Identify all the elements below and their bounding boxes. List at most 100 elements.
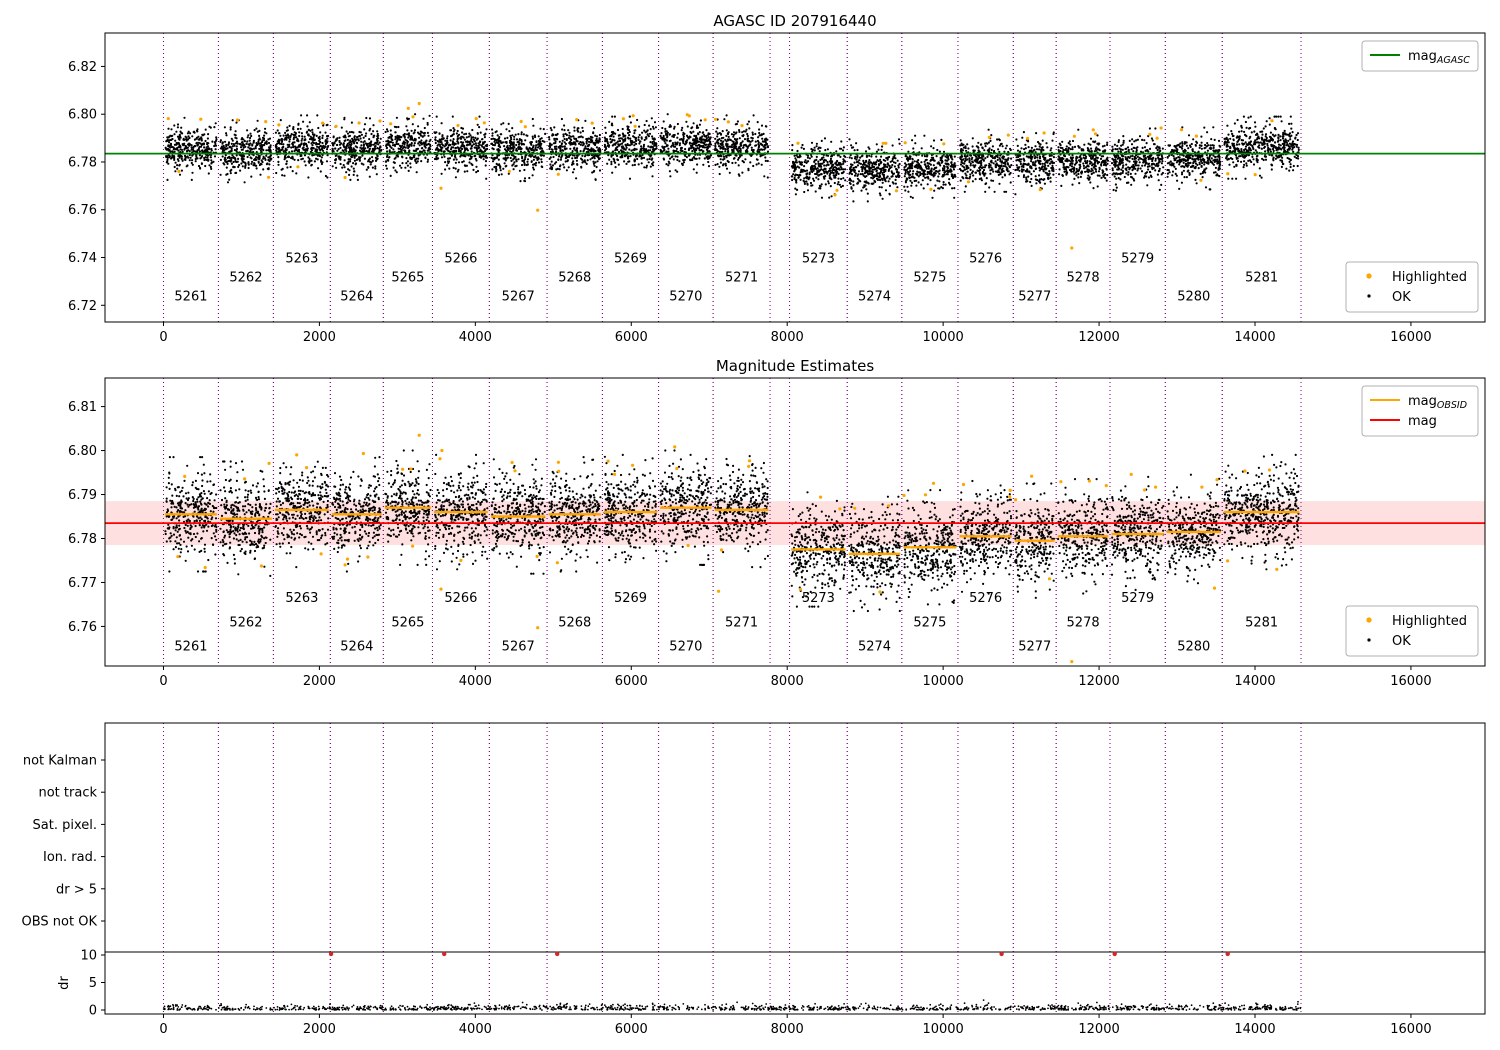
y-tick-label: 6.79 (68, 488, 97, 503)
obsid-label: 5275 (913, 615, 946, 630)
legend-box (1345, 605, 1479, 657)
obsid-label: 5278 (1067, 615, 1100, 630)
panel1-title: AGASC ID 207916440 (713, 12, 877, 30)
x-tick-label: 14000 (1234, 674, 1275, 689)
legend-marker (1366, 617, 1372, 623)
x-tick-label: 2000 (303, 330, 336, 345)
obsid-label: 5270 (669, 640, 702, 655)
x-tick-label: 16000 (1390, 674, 1431, 689)
legend-box (1345, 261, 1479, 313)
y-tick-label: 6.76 (68, 620, 97, 635)
legend-box (1361, 385, 1479, 437)
x-tick-label: 4000 (459, 1022, 492, 1037)
x-tick-label: 12000 (1078, 1022, 1119, 1037)
flag-row-label: OBS not OK (22, 915, 98, 930)
legend-label: mag (1408, 414, 1437, 429)
y-tick-label: 6.76 (68, 203, 97, 218)
x-tick-label: 10000 (922, 330, 963, 345)
y-tick-label: 6.80 (68, 108, 97, 123)
ok-points (164, 113, 1300, 203)
y-tick-label: 6.78 (68, 155, 97, 170)
x-tick-label: 16000 (1390, 330, 1431, 345)
legend-marker (1366, 273, 1372, 279)
obsid-label: 5280 (1177, 290, 1210, 305)
x-tick-label: 0 (159, 330, 167, 345)
obsid-label: 5262 (229, 615, 262, 630)
obsid-label: 5263 (285, 251, 318, 266)
y-tick-label: 6.74 (68, 251, 97, 266)
flag-row-label: not Kalman (23, 754, 97, 769)
dr-tick-label: 5 (89, 976, 97, 991)
panel2-title: Magnitude Estimates (715, 357, 875, 375)
obsid-label: 5271 (725, 615, 758, 630)
obsid-label: 5266 (444, 591, 477, 606)
obsid-label: 5275 (913, 270, 946, 285)
x-tick-label: 4000 (459, 330, 492, 345)
legend-marker (1367, 294, 1371, 298)
obsid-label: 5267 (502, 290, 535, 305)
x-tick-label: 8000 (771, 330, 804, 345)
obsid-label: 5279 (1121, 251, 1154, 266)
flag-row-label: Ion. rad. (43, 850, 97, 865)
obsid-label: 5276 (969, 251, 1002, 266)
obsid-label: 5266 (444, 251, 477, 266)
y-tick-label: 6.82 (68, 60, 97, 75)
legend-box (1361, 40, 1479, 72)
dr-axis-label: dr (57, 976, 72, 990)
obsid-label: 5276 (969, 591, 1002, 606)
obsid-label: 5277 (1018, 640, 1051, 655)
obsid-label: 5277 (1018, 290, 1051, 305)
x-tick-label: 8000 (771, 1022, 804, 1037)
obsid-label: 5262 (229, 270, 262, 285)
dr-points (162, 999, 1302, 1011)
obsid-label: 5273 (802, 591, 835, 606)
x-tick-label: 10000 (922, 1022, 963, 1037)
obsid-label: 5264 (340, 640, 373, 655)
axes-spine (104, 32, 1486, 323)
obsid-label: 5274 (858, 290, 891, 305)
obsid-label: 5278 (1067, 270, 1100, 285)
obsid-label: 5280 (1177, 640, 1210, 655)
x-tick-label: 2000 (303, 674, 336, 689)
axes-spine (104, 377, 1486, 667)
flag-row-label: Sat. pixel. (33, 818, 97, 833)
obsid-label: 5269 (614, 251, 647, 266)
obsid-label: 5274 (858, 640, 891, 655)
dr-tick-label: 0 (89, 1004, 97, 1019)
legend-marker (1367, 638, 1371, 642)
x-tick-label: 12000 (1078, 674, 1119, 689)
obsid-label: 5281 (1245, 270, 1278, 285)
x-tick-label: 14000 (1234, 1022, 1275, 1037)
flag-row-label: not track (38, 786, 97, 801)
x-tick-label: 2000 (303, 1022, 336, 1037)
legend-label: Highlighted (1392, 270, 1467, 285)
y-tick-label: 6.80 (68, 444, 97, 459)
x-tick-label: 6000 (615, 1022, 648, 1037)
obsid-label: 5261 (174, 640, 207, 655)
y-tick-label: 6.77 (68, 576, 97, 591)
legend-label: magAGASC (1408, 49, 1470, 66)
y-tick-label: 6.78 (68, 532, 97, 547)
legend-label: OK (1392, 290, 1411, 305)
obsid-label: 5265 (391, 270, 424, 285)
obsid-label: 5270 (669, 290, 702, 305)
y-tick-label: 6.72 (68, 299, 97, 314)
x-tick-label: 6000 (615, 330, 648, 345)
legend-label: Highlighted (1392, 614, 1467, 629)
obsid-label: 5267 (502, 640, 535, 655)
agasc-panel: 5261 5262 5263 5264 5265 5266 5267 5268 5269 5270… (68, 32, 1486, 345)
x-tick-label: 0 (159, 674, 167, 689)
obsid-label: 5271 (725, 270, 758, 285)
flags-panel: not Kalman not track Sat. pixel. Ion. rad. d… (22, 722, 1486, 1037)
x-tick-label: 0 (159, 1022, 167, 1037)
obsid-label: 5268 (558, 270, 591, 285)
x-tick-label: 14000 (1234, 330, 1275, 345)
x-tick-label: 4000 (459, 674, 492, 689)
y-tick-label: 6.81 (68, 400, 97, 415)
obsid-label: 5261 (174, 290, 207, 305)
obsid-label: 5264 (340, 290, 373, 305)
x-tick-label: 8000 (771, 674, 804, 689)
obsid-label: 5273 (802, 251, 835, 266)
